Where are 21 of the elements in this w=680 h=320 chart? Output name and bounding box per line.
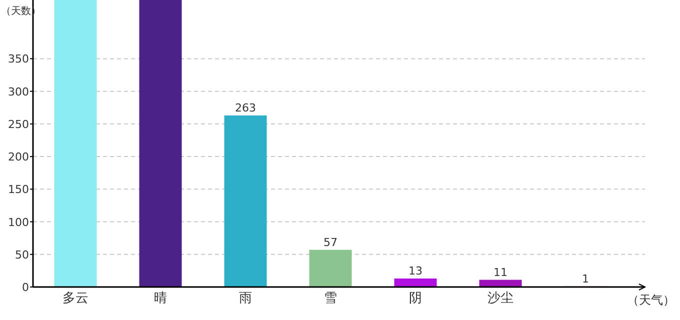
x-tick-label: 雨 [239, 291, 252, 306]
y-tick-label: 50 [15, 248, 29, 262]
x-axis-title: （天气） [627, 293, 675, 307]
data-label: 13 [408, 264, 422, 278]
data-label: 57 [324, 236, 338, 249]
y-tick-label: 250 [8, 118, 29, 131]
data-label: 11 [494, 266, 508, 279]
y-axis-title: （天数） [1, 6, 41, 17]
y-tick-label: 0 [22, 281, 29, 294]
x-tick-label: 沙尘 [488, 291, 514, 306]
x-tick-label: 阴 [409, 291, 422, 306]
y-tick-label: 300 [8, 85, 29, 98]
y-tick-label: 350 [8, 52, 29, 66]
data-label: 263 [235, 101, 256, 114]
x-tick-label: 晴 [154, 291, 167, 306]
y-tick-label: 100 [8, 216, 29, 229]
y-tick-label: 200 [8, 150, 29, 164]
x-tick-label: 多云 [62, 291, 88, 306]
data-label: 1 [582, 272, 589, 286]
y-tick-label: 150 [8, 183, 29, 196]
x-tick-label: 雪 [324, 291, 337, 306]
